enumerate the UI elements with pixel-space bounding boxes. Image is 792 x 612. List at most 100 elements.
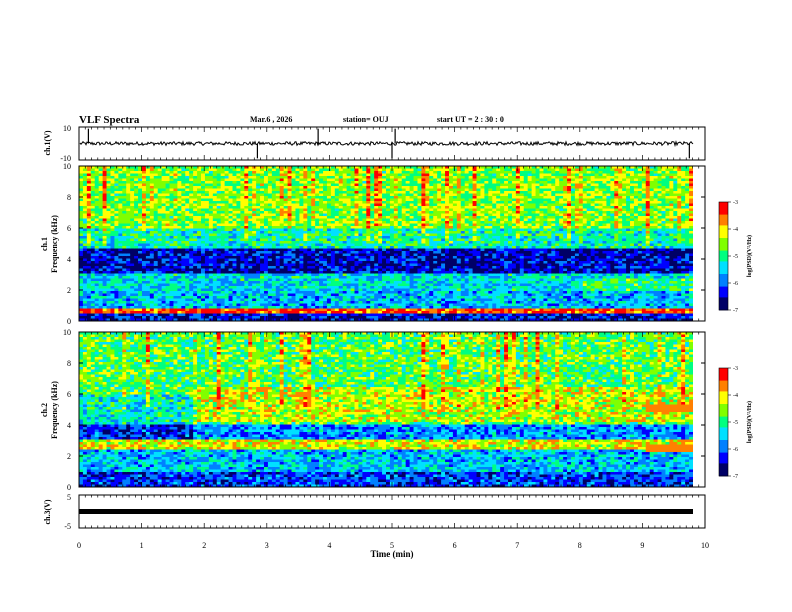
spectrogram-cell <box>181 219 185 222</box>
spectrogram-cell <box>130 199 134 202</box>
spectrogram-cell <box>126 176 130 179</box>
spectrogram-cell <box>351 281 355 284</box>
spectrogram-cell <box>217 266 221 269</box>
spectrogram-cell <box>315 214 319 217</box>
spectrogram-cell <box>166 216 170 219</box>
spectrogram-cell <box>288 176 292 179</box>
spectrogram-cell <box>142 196 146 199</box>
spectrogram-cell <box>307 301 311 304</box>
spectrogram-cell <box>268 294 272 297</box>
spectrogram-cell <box>205 196 209 199</box>
spectrogram-cell <box>79 309 83 312</box>
spectrogram-cell <box>386 296 390 299</box>
spectrogram-cell <box>366 249 370 252</box>
spectrogram-cell <box>126 244 130 247</box>
spectrogram-cell <box>225 216 229 219</box>
spectrogram-cell <box>236 216 240 219</box>
spectrogram-cell <box>276 306 280 309</box>
spectrogram-cell <box>158 179 162 182</box>
spectrogram-cell <box>158 316 162 319</box>
spectrogram-cell <box>229 281 233 284</box>
spectrogram-cell <box>126 259 130 262</box>
spectrogram-cell <box>351 209 355 212</box>
spectrogram-cell <box>134 299 138 302</box>
spectrogram-cell <box>158 284 162 287</box>
spectrogram-cell <box>146 236 150 239</box>
spectrogram-cell <box>79 314 83 317</box>
spectrogram-cell <box>307 234 311 237</box>
spectrogram-cell <box>114 169 118 172</box>
spectrogram-cell <box>335 169 339 172</box>
spectrogram-cell <box>118 281 122 284</box>
spectrogram-cell <box>374 316 378 319</box>
spectrogram-cell <box>181 291 185 294</box>
spectrogram-cell <box>292 236 296 239</box>
spectrogram-cell <box>197 279 201 282</box>
spectrogram-cell <box>339 311 343 314</box>
spectrogram-cell <box>327 281 331 284</box>
spectrogram-cell <box>323 281 327 284</box>
spectrogram-cell <box>193 179 197 182</box>
spectrogram-cell <box>166 244 170 247</box>
spectrogram-cell <box>382 259 386 262</box>
spectrogram-cell <box>201 201 205 204</box>
spectrogram-cell <box>217 251 221 254</box>
spectrogram-cell <box>197 281 201 284</box>
spectrogram-cell <box>162 219 166 222</box>
spectrogram-cell <box>272 301 276 304</box>
spectrogram-cell <box>390 226 394 229</box>
spectrogram-cell <box>233 219 237 222</box>
spectrogram-cell <box>162 244 166 247</box>
spectrogram-cell <box>197 304 201 307</box>
spectrogram-cell <box>162 294 166 297</box>
spectrogram-cell <box>236 301 240 304</box>
spectrogram-cell <box>181 304 185 307</box>
spectrogram-cell <box>213 184 217 187</box>
spectrogram-cell <box>319 304 323 307</box>
spectrogram-cell <box>319 271 323 274</box>
spectrogram-cell <box>173 269 177 272</box>
spectrogram-cell <box>114 274 118 277</box>
spectrogram-cell <box>233 306 237 309</box>
spectrogram-cell <box>189 174 193 177</box>
spectrogram-cell <box>299 184 303 187</box>
spectrogram-cell <box>150 171 154 174</box>
spectrogram-cell <box>378 169 382 172</box>
spectrogram-cell <box>327 254 331 257</box>
spectrogram-cell <box>95 219 99 222</box>
spectrogram-cell <box>240 249 244 252</box>
spectrogram-cell <box>114 264 118 267</box>
spectrogram-cell <box>193 246 197 249</box>
spectrogram-cell <box>170 184 174 187</box>
spectrogram-cell <box>201 269 205 272</box>
spectrogram-cell <box>358 244 362 247</box>
spectrogram-cell <box>233 221 237 224</box>
spectrogram-cell <box>126 186 130 189</box>
spectrogram-cell <box>201 236 205 239</box>
spectrogram-cell <box>272 241 276 244</box>
spectrogram-cell <box>260 244 264 247</box>
spectrogram-cell <box>150 274 154 277</box>
spectrogram-cell <box>130 291 134 294</box>
spectrogram-cell <box>87 269 91 272</box>
spectrogram-cell <box>118 204 122 207</box>
spectrogram-cell <box>197 314 201 317</box>
spectrogram-cell <box>114 291 118 294</box>
spectrogram-cell <box>248 254 252 257</box>
spectrogram-cell <box>260 264 264 267</box>
spectrogram-cell <box>126 316 130 319</box>
spectrogram-cell <box>122 241 126 244</box>
spectrogram-cell <box>193 264 197 267</box>
spectrogram-cell <box>280 246 284 249</box>
spectrogram-cell <box>205 279 209 282</box>
spectrogram-cell <box>252 196 256 199</box>
spectrogram-cell <box>205 276 209 279</box>
spectrogram-cell <box>248 209 252 212</box>
spectrogram-cell <box>193 306 197 309</box>
spectrogram-cell <box>303 231 307 234</box>
spectrogram-cell <box>244 299 248 302</box>
spectrogram-cell <box>118 264 122 267</box>
spectrogram-cell <box>99 226 103 229</box>
spectrogram-cell <box>126 281 130 284</box>
spectrogram-cell <box>244 311 248 314</box>
